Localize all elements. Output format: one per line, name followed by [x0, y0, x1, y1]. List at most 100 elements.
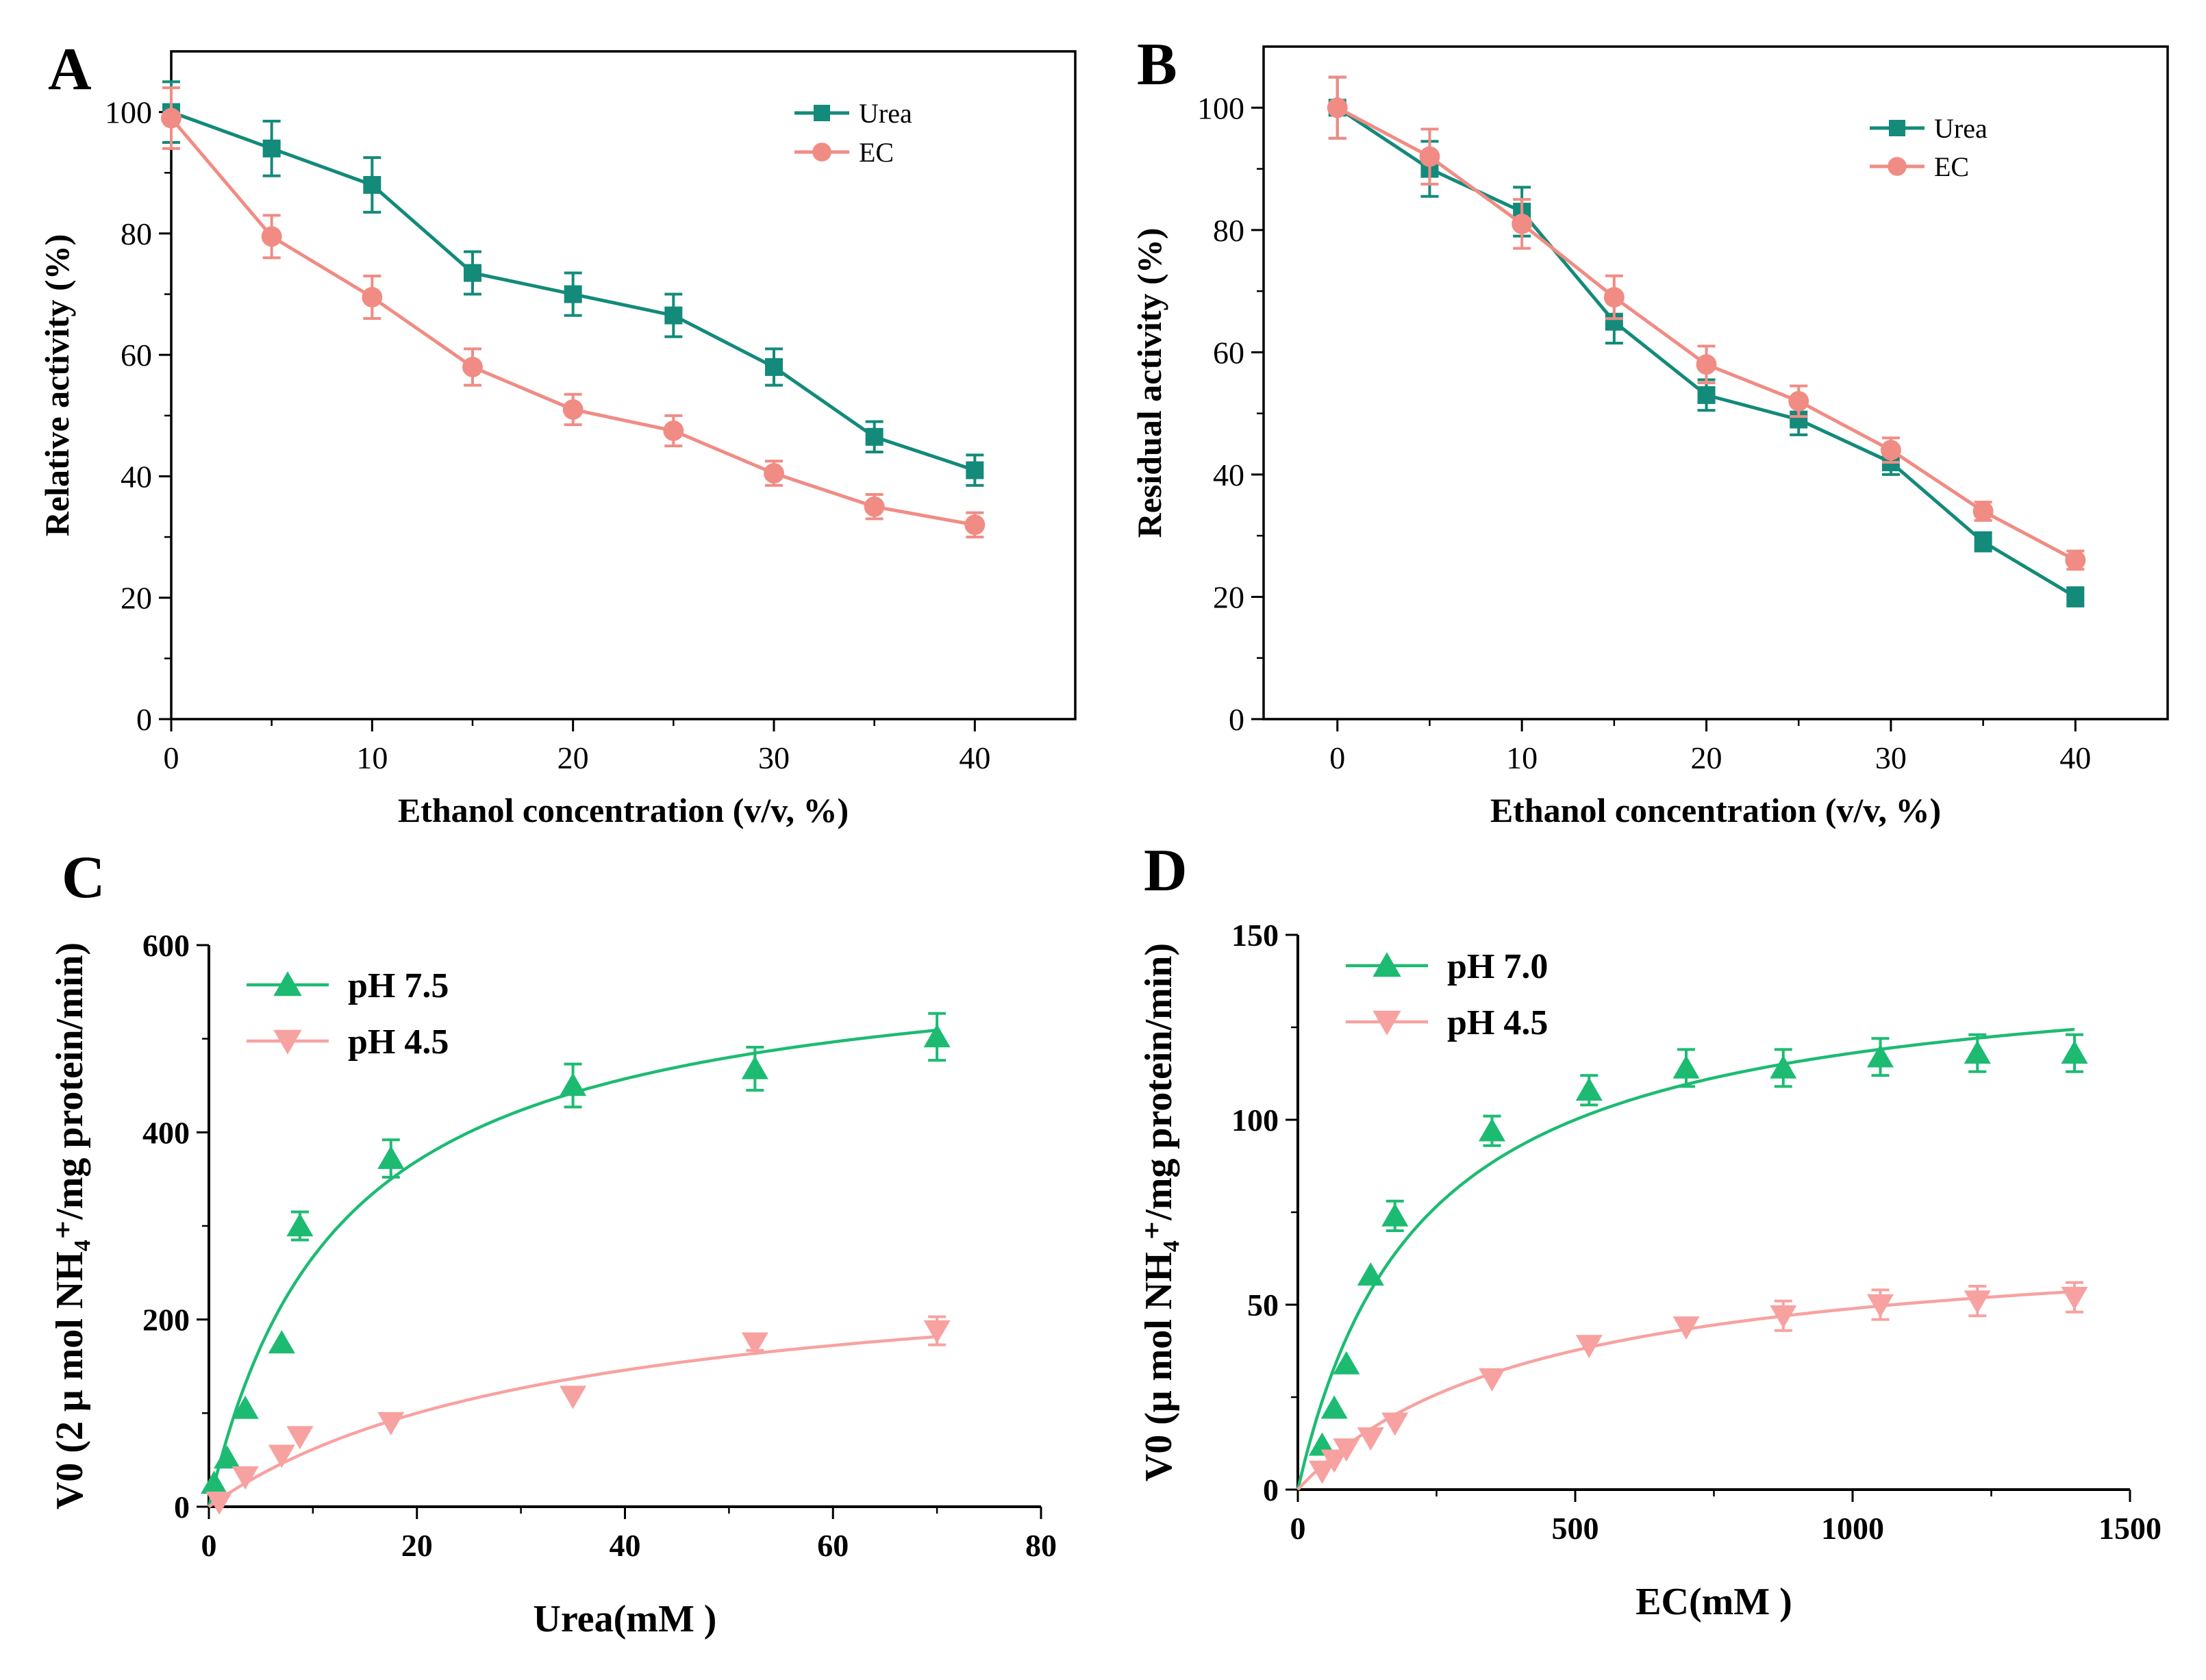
y-tick-label: 0: [174, 1490, 190, 1525]
y-tick-label: 80: [1213, 213, 1244, 248]
data-point: [1478, 1368, 1506, 1392]
data-point: [205, 1491, 233, 1515]
data-point: [214, 1445, 241, 1469]
data-point: [1381, 1412, 1409, 1436]
x-tick-label: 500: [1552, 1511, 1599, 1546]
series-line: [170, 116, 975, 527]
y-tick-label: 20: [1213, 579, 1244, 614]
data-point: [1419, 146, 1440, 167]
panel-letter-b: B: [1137, 32, 1177, 98]
series-ph-7-0: [1296, 1027, 2088, 1490]
y-tick-label: 100: [1197, 90, 1244, 125]
y-axis-title: Relative activity (%): [38, 234, 76, 537]
panel-b: B 0 10 20 30 40 0 20 40 60 80 100 Ethanol concentrat…: [1130, 32, 2169, 829]
y-tick-label: 600: [142, 928, 190, 963]
data-point: [262, 139, 281, 158]
data-point: [564, 285, 582, 303]
data-point: [363, 176, 381, 194]
fit-curve: [208, 1335, 938, 1508]
legend-marker: [273, 1029, 302, 1055]
y-tick-label: 40: [1213, 457, 1244, 492]
legend-marker: [1373, 952, 1401, 977]
data-point: [1308, 1460, 1336, 1484]
data-point: [161, 108, 181, 129]
x-axis-title: EC(mM ): [1635, 1581, 1792, 1623]
x-tick-label: 0: [1329, 740, 1345, 775]
data-point: [1333, 1438, 1360, 1462]
panel-d: D 0 500 1000 1500 0 50 100 150 EC(mM ) V0 (μ mol N…: [1138, 838, 2161, 1623]
data-point: [462, 356, 483, 377]
data-point: [1333, 1351, 1360, 1375]
data-point: [1357, 1427, 1384, 1451]
legend-label: pH 4.5: [1447, 1003, 1548, 1042]
y-tick-label: 20: [121, 581, 152, 616]
data-point: [377, 1145, 405, 1169]
plot-frame: [170, 50, 1077, 720]
x-tick-label: 20: [401, 1528, 433, 1563]
data-point: [268, 1444, 295, 1468]
x-axis-title: Ethanol concentration (v/v, %): [1490, 791, 1941, 829]
data-point: [1974, 533, 1992, 551]
data-point: [377, 1412, 405, 1435]
y-tick-label: 100: [105, 95, 152, 130]
legend-label: Urea: [1934, 113, 1988, 144]
data-point: [1512, 213, 1533, 234]
data-point: [664, 306, 683, 325]
series-ph-4-5: [205, 1315, 951, 1515]
plot-frame: [1262, 45, 2169, 720]
data-point: [663, 421, 684, 441]
data-point: [1575, 1077, 1603, 1101]
panel-letter-d: D: [1144, 838, 1188, 904]
x-tick-label: 0: [164, 740, 179, 775]
legend-marker: [812, 142, 831, 162]
legend-marker: [273, 971, 302, 996]
series-urea: [1328, 75, 2085, 607]
data-point: [741, 1332, 768, 1356]
data-point: [966, 461, 984, 479]
y-tick-label: 60: [1213, 335, 1244, 370]
series-ec: [161, 86, 986, 539]
data-point: [1770, 1305, 1797, 1329]
data-point: [286, 1426, 314, 1450]
x-tick-label: 20: [1691, 740, 1722, 775]
data-point: [1672, 1316, 1700, 1340]
x-tick-label: 60: [817, 1528, 849, 1563]
data-point: [1696, 354, 1717, 375]
data-point: [231, 1466, 259, 1490]
data-point: [1603, 287, 1625, 308]
x-tick-label: 1000: [1821, 1511, 1884, 1546]
data-point: [1697, 386, 1716, 404]
y-tick-label: 60: [121, 338, 152, 373]
y-tick-label: 200: [142, 1303, 190, 1338]
x-tick-label: 1500: [2098, 1511, 2161, 1546]
y-tick-label: 0: [1229, 702, 1244, 737]
y-tick-label: 400: [142, 1115, 190, 1150]
data-point: [1972, 501, 1994, 522]
data-point: [1880, 440, 1901, 461]
data-point: [231, 1395, 259, 1419]
legend-marker: [814, 105, 830, 121]
y-axis-title: V0 (μ mol NH₄⁺/mg protein/min): [1138, 943, 1180, 1481]
y-tick-label: 40: [121, 459, 152, 494]
legend-label: Urea: [859, 98, 912, 129]
data-point: [201, 1470, 228, 1494]
legend-label: EC: [1934, 151, 1969, 182]
x-tick-label: 80: [1025, 1528, 1057, 1563]
x-tick-label: 40: [610, 1528, 641, 1563]
data-point: [1770, 1055, 1797, 1079]
data-point: [560, 1386, 587, 1409]
x-tick-label: 40: [959, 740, 990, 775]
data-point: [923, 1024, 951, 1048]
data-point: [1964, 1040, 1991, 1064]
data-point: [1672, 1055, 1700, 1079]
data-point: [2065, 549, 2086, 571]
data-point: [1478, 1118, 1506, 1142]
data-point: [2061, 1286, 2088, 1310]
series-ph-7-5: [201, 1012, 951, 1507]
data-point: [562, 399, 584, 420]
data-point: [1575, 1335, 1603, 1359]
data-point: [560, 1073, 587, 1096]
data-point: [1320, 1395, 1348, 1419]
panel-letter-c: C: [62, 844, 105, 911]
